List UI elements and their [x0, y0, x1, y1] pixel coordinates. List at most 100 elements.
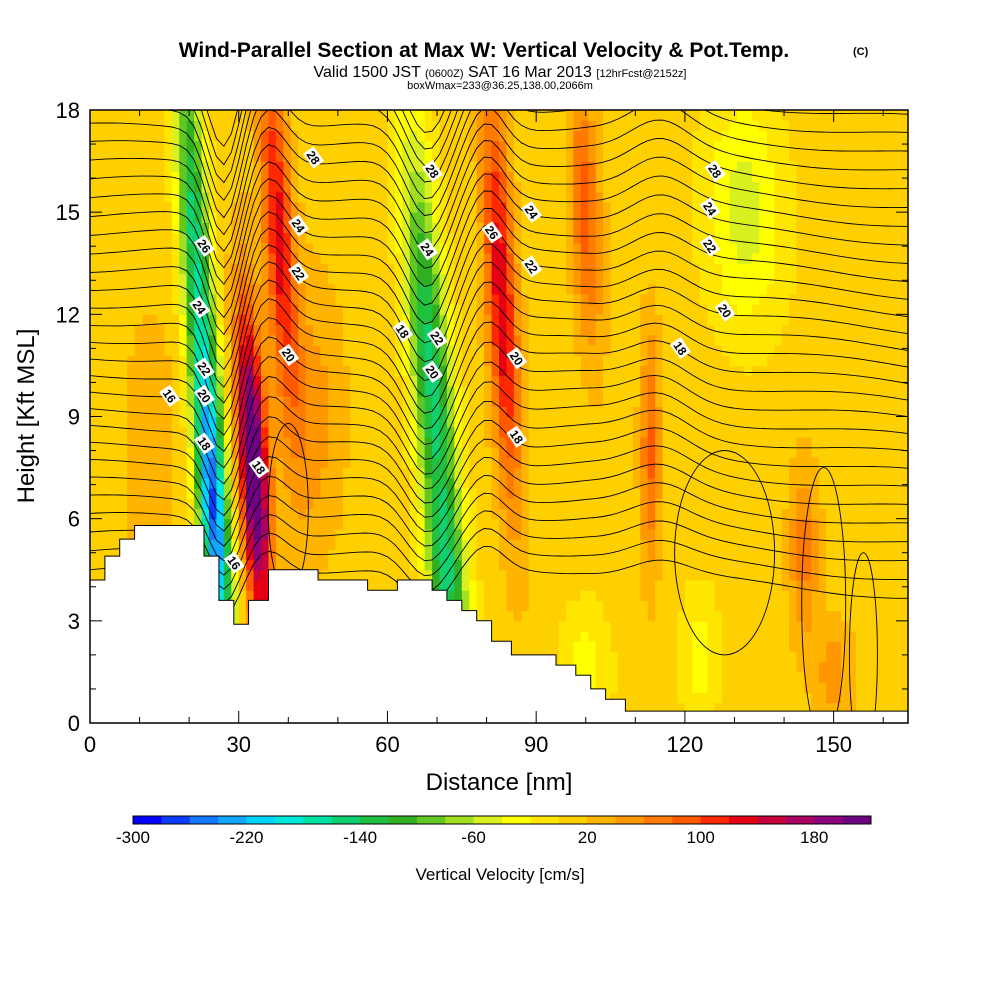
velocity-cell	[208, 171, 218, 183]
velocity-cell	[684, 569, 693, 581]
velocity-cell	[127, 467, 136, 479]
velocity-cell	[655, 661, 664, 673]
velocity-cell	[327, 457, 336, 469]
velocity-cell	[506, 150, 515, 162]
velocity-cell	[402, 508, 411, 520]
velocity-cell	[543, 549, 552, 561]
velocity-cell	[417, 467, 426, 479]
velocity-cell	[684, 263, 693, 275]
velocity-cell	[632, 620, 641, 632]
velocity-cell	[112, 304, 121, 315]
velocity-cell	[655, 641, 664, 653]
velocity-cell	[104, 375, 113, 387]
velocity-cell	[320, 457, 329, 469]
velocity-cell	[283, 488, 292, 499]
velocity-cell	[551, 426, 560, 438]
velocity-cell	[253, 559, 262, 571]
velocity-cell	[499, 518, 508, 530]
velocity-cell	[565, 651, 574, 663]
velocity-cell	[246, 181, 255, 193]
velocity-cell	[394, 222, 403, 234]
velocity-cell	[617, 242, 627, 254]
velocity-cell	[558, 150, 567, 162]
velocity-cell	[119, 304, 128, 315]
velocity-cell	[171, 436, 180, 448]
velocity-cell	[432, 263, 441, 275]
velocity-cell	[692, 488, 701, 499]
velocity-cell	[104, 396, 113, 407]
velocity-cell	[223, 416, 232, 428]
velocity-cell	[699, 171, 708, 183]
velocity-cell	[238, 488, 247, 499]
velocity-cell	[551, 150, 560, 162]
velocity-cell	[149, 365, 158, 377]
velocity-cell	[454, 467, 463, 479]
velocity-cell	[268, 488, 277, 499]
velocity-cell	[491, 253, 500, 264]
velocity-cell	[335, 447, 344, 458]
velocity-cell	[699, 161, 708, 172]
velocity-cell	[290, 120, 299, 132]
velocity-cell	[305, 528, 314, 540]
velocity-cell	[179, 518, 188, 530]
velocity-cell	[149, 283, 158, 295]
velocity-cell	[684, 590, 693, 601]
velocity-cell	[565, 539, 574, 550]
velocity-cell	[104, 385, 113, 397]
velocity-cell	[699, 365, 708, 377]
velocity-cell	[610, 161, 619, 172]
velocity-cell	[625, 692, 634, 704]
velocity-cell	[588, 334, 597, 346]
velocity-cell	[461, 263, 470, 275]
velocity-cell	[580, 406, 589, 418]
velocity-cell	[439, 273, 448, 285]
velocity-cell	[610, 304, 619, 315]
velocity-cell	[499, 304, 508, 315]
velocity-cell	[454, 355, 463, 367]
velocity-cell	[499, 569, 508, 581]
velocity-cell	[380, 539, 389, 550]
velocity-cell	[409, 273, 418, 285]
velocity-cell	[357, 324, 366, 336]
velocity-cell	[290, 293, 299, 305]
velocity-cell	[565, 518, 574, 530]
velocity-cell	[469, 488, 478, 499]
velocity-cell	[261, 549, 270, 561]
velocity-cell	[283, 242, 292, 254]
velocity-cell	[156, 365, 165, 377]
velocity-cell	[268, 457, 277, 469]
velocity-cell	[469, 324, 478, 336]
velocity-cell	[313, 181, 322, 193]
velocity-cell	[476, 600, 485, 612]
velocity-cell	[454, 579, 463, 591]
velocity-cell	[409, 161, 418, 172]
velocity-cell	[692, 539, 701, 550]
velocity-cell	[380, 528, 389, 540]
velocity-cell	[617, 477, 627, 489]
velocity-cell	[327, 253, 336, 264]
velocity-cell	[298, 355, 307, 367]
velocity-cell	[387, 467, 396, 479]
velocity-cell	[409, 385, 418, 397]
velocity-cell	[246, 416, 255, 428]
velocity-cell	[603, 569, 612, 581]
velocity-cell	[617, 692, 627, 704]
velocity-cell	[521, 253, 530, 264]
velocity-cell	[223, 263, 232, 275]
velocity-cell	[640, 314, 649, 326]
velocity-cell	[268, 385, 277, 397]
velocity-cell	[112, 222, 121, 234]
velocity-cell	[104, 212, 113, 223]
velocity-cell	[179, 181, 188, 193]
velocity-cell	[186, 518, 195, 530]
velocity-cell	[238, 304, 247, 315]
velocity-cell	[603, 631, 612, 642]
velocity-cell	[201, 314, 210, 326]
velocity-cell	[119, 150, 128, 162]
velocity-cell	[380, 498, 389, 510]
velocity-cell	[253, 579, 262, 591]
velocity-cell	[208, 406, 218, 418]
velocity-cell	[313, 467, 322, 479]
velocity-cell	[580, 334, 589, 346]
velocity-cell	[179, 120, 188, 132]
